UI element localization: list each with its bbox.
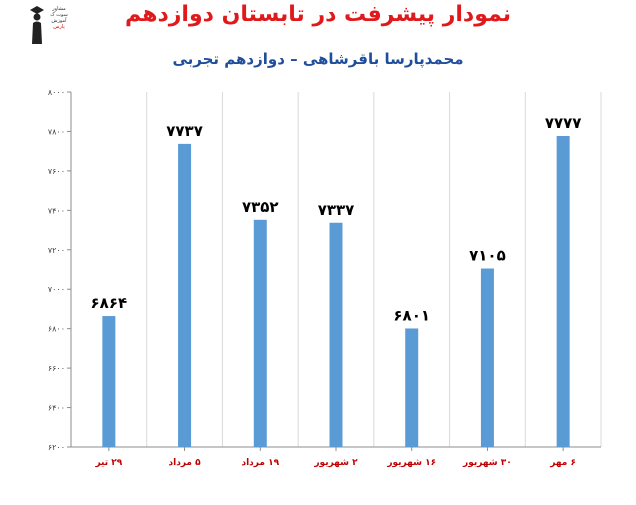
category-label: ۲ شهریور xyxy=(313,458,358,468)
logo-line: سوت ک xyxy=(50,12,68,18)
category-label: ۱۶ شهریور xyxy=(386,458,436,468)
data-label: ۷۷۳۷ xyxy=(166,122,203,140)
logo-accent: پارس xyxy=(53,24,65,30)
category-label: ۲۹ تیر xyxy=(94,458,122,468)
bar xyxy=(253,219,267,447)
bar xyxy=(102,316,116,447)
bar xyxy=(178,143,192,447)
data-label: ۷۷۷۷ xyxy=(545,114,582,132)
bar xyxy=(556,135,570,447)
y-tick-label: ۷۲۰۰ xyxy=(48,246,65,255)
category-label: ۱۹ مرداد xyxy=(241,458,279,468)
logo-text: مشاور سوت ک آموزش پارس xyxy=(44,6,74,30)
chart-subtitle: محمدپارسا باقرشاهی – دوازدهم تجربی xyxy=(172,50,464,68)
y-tick-label: ۶۶۰۰ xyxy=(48,364,65,373)
graduate-icon xyxy=(30,6,44,44)
y-tick-label: ۷۶۰۰ xyxy=(48,167,65,176)
bar xyxy=(405,328,419,447)
category-label: ۶ مهر xyxy=(549,458,576,468)
data-label: ۷۱۰۵ xyxy=(469,247,506,265)
y-tick-label: ۶۴۰۰ xyxy=(48,404,65,413)
category-label: ۳۰ شهریور xyxy=(462,458,512,468)
data-label: ۶۸۰۱ xyxy=(393,306,430,324)
chart-title: نمودار پیشرفت در تابستان دوازدهم xyxy=(124,2,512,27)
y-tick-label: ۶۲۰۰ xyxy=(48,443,65,452)
data-label: ۶۸۶۴ xyxy=(91,294,128,312)
data-label: ۷۳۳۷ xyxy=(318,201,355,219)
data-label: ۷۳۵۲ xyxy=(242,198,279,216)
y-tick-label: ۸۰۰۰ xyxy=(48,88,65,97)
y-tick-label: ۷۸۰۰ xyxy=(48,127,65,136)
logo-line: مشاور xyxy=(52,6,66,12)
logo-line: آموزش xyxy=(51,18,67,24)
y-tick-label: ۷۴۰۰ xyxy=(48,206,65,215)
bar xyxy=(329,222,343,447)
y-tick-label: ۷۰۰۰ xyxy=(48,285,65,294)
bar xyxy=(480,268,494,447)
logo: مشاور سوت ک آموزش پارس xyxy=(30,4,74,44)
category-label: ۵ مرداد xyxy=(169,458,202,468)
y-tick-label: ۶۸۰۰ xyxy=(48,325,65,334)
